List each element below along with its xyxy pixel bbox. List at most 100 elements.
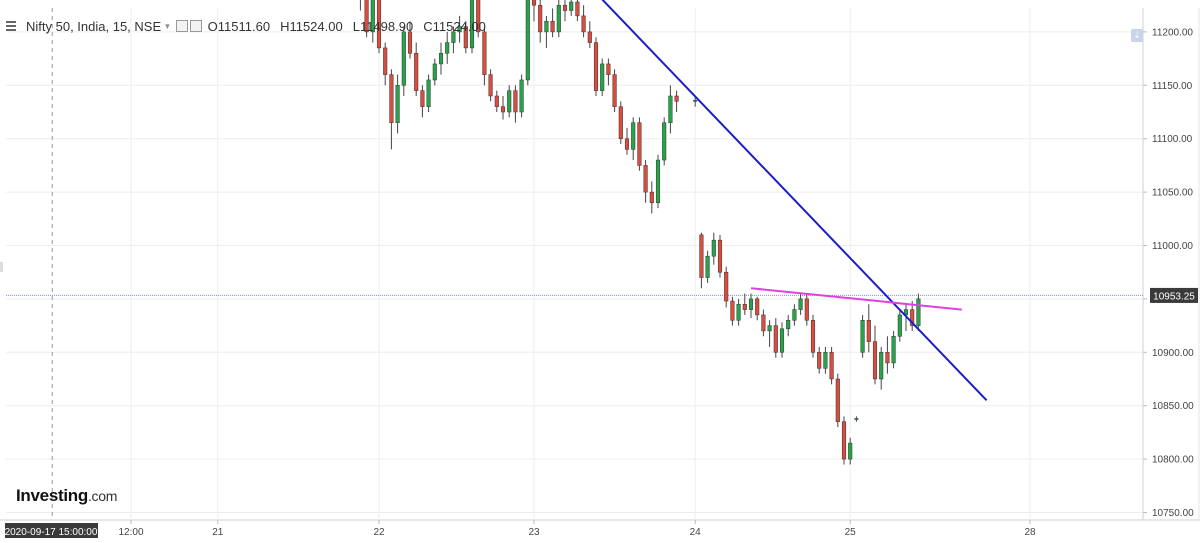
candle[interactable] bbox=[581, 5, 586, 38]
candle[interactable] bbox=[643, 160, 648, 203]
candle[interactable] bbox=[364, 0, 369, 38]
candle[interactable] bbox=[730, 296, 735, 326]
candle[interactable] bbox=[674, 90, 679, 112]
candle[interactable] bbox=[414, 42, 419, 96]
candle[interactable] bbox=[476, 0, 481, 38]
candle[interactable] bbox=[556, 0, 561, 38]
candle[interactable] bbox=[916, 293, 921, 331]
candle[interactable] bbox=[810, 314, 816, 358]
candle[interactable] bbox=[500, 95, 506, 120]
candle[interactable] bbox=[817, 346, 822, 374]
candle[interactable] bbox=[804, 293, 809, 326]
candle[interactable] bbox=[655, 154, 661, 209]
candle[interactable] bbox=[562, 0, 568, 22]
candle[interactable] bbox=[631, 117, 636, 161]
candle[interactable] bbox=[569, 0, 574, 16]
candle[interactable] bbox=[866, 304, 871, 353]
candle[interactable] bbox=[637, 117, 642, 171]
candle[interactable] bbox=[872, 325, 878, 385]
candle[interactable] bbox=[482, 26, 487, 86]
candle[interactable] bbox=[860, 314, 865, 358]
candle[interactable] bbox=[649, 181, 654, 214]
candle[interactable] bbox=[755, 296, 760, 321]
candle[interactable] bbox=[432, 58, 437, 86]
candle[interactable] bbox=[451, 26, 456, 54]
candle[interactable] bbox=[587, 21, 592, 48]
candle[interactable] bbox=[550, 8, 555, 38]
candle[interactable] bbox=[705, 250, 710, 283]
candle[interactable] bbox=[829, 346, 834, 385]
candle[interactable] bbox=[711, 232, 716, 265]
symbol-label[interactable]: Nifty 50, India, 15, NSE bbox=[26, 18, 162, 34]
candle[interactable] bbox=[606, 58, 611, 86]
candle[interactable] bbox=[662, 117, 667, 166]
candle[interactable] bbox=[463, 21, 468, 54]
candle[interactable] bbox=[593, 37, 599, 96]
candle[interactable] bbox=[401, 26, 406, 96]
candle[interactable] bbox=[507, 85, 512, 118]
candle[interactable] bbox=[761, 309, 766, 337]
settings-icon[interactable] bbox=[175, 20, 188, 32]
candle[interactable] bbox=[773, 318, 778, 358]
candle[interactable] bbox=[779, 322, 785, 358]
candle[interactable] bbox=[600, 58, 605, 96]
candle[interactable] bbox=[370, 0, 375, 43]
candle[interactable] bbox=[848, 437, 853, 465]
candle[interactable] bbox=[841, 416, 847, 465]
candle[interactable] bbox=[879, 346, 884, 390]
candle[interactable] bbox=[767, 320, 772, 347]
candle[interactable] bbox=[438, 42, 444, 75]
candle[interactable] bbox=[525, 0, 530, 86]
candle[interactable] bbox=[420, 85, 425, 118]
candle[interactable] bbox=[668, 85, 673, 134]
candle[interactable] bbox=[426, 74, 431, 112]
candle[interactable] bbox=[823, 346, 828, 374]
downtrend-line[interactable] bbox=[193, 0, 988, 402]
candle[interactable] bbox=[407, 21, 413, 59]
scroll-to-latest-button[interactable]: ⇣ bbox=[1131, 29, 1143, 42]
candle[interactable] bbox=[897, 309, 902, 342]
candle[interactable] bbox=[724, 266, 729, 308]
candle[interactable] bbox=[389, 69, 394, 150]
candle[interactable] bbox=[891, 330, 896, 369]
candle[interactable] bbox=[624, 128, 630, 155]
candle[interactable] bbox=[786, 314, 791, 337]
candle[interactable] bbox=[488, 69, 493, 102]
candle[interactable] bbox=[445, 31, 450, 64]
chart-bars-icon[interactable] bbox=[4, 19, 18, 33]
chevron-down-icon[interactable]: ▾ bbox=[165, 20, 170, 31]
candle[interactable] bbox=[792, 304, 797, 326]
candle[interactable] bbox=[575, 0, 580, 22]
candle[interactable] bbox=[736, 298, 741, 326]
compare-icon[interactable] bbox=[189, 20, 202, 32]
candle[interactable] bbox=[395, 74, 400, 134]
candle-body bbox=[699, 234, 704, 278]
candle[interactable] bbox=[612, 69, 617, 112]
price-tag-text: 10953.25 bbox=[1153, 291, 1195, 302]
candle[interactable] bbox=[742, 293, 747, 315]
candle[interactable] bbox=[376, 0, 382, 54]
candle[interactable] bbox=[717, 234, 723, 278]
neckline-line[interactable] bbox=[750, 287, 962, 311]
candle[interactable] bbox=[513, 85, 518, 123]
candle[interactable] bbox=[798, 293, 803, 315]
candle[interactable] bbox=[519, 74, 524, 118]
candle[interactable] bbox=[618, 101, 623, 145]
candle[interactable] bbox=[910, 301, 915, 331]
candle[interactable] bbox=[531, 0, 537, 22]
candle[interactable] bbox=[885, 336, 890, 374]
candle[interactable] bbox=[544, 15, 549, 48]
candle[interactable] bbox=[494, 90, 499, 112]
left-edge-handle[interactable] bbox=[0, 262, 3, 272]
candle-body bbox=[693, 100, 698, 102]
candle[interactable] bbox=[748, 293, 754, 319]
candle[interactable] bbox=[457, 15, 462, 43]
candle[interactable] bbox=[469, 0, 475, 54]
candle[interactable] bbox=[854, 416, 859, 422]
candle[interactable] bbox=[538, 0, 543, 43]
candle[interactable] bbox=[383, 42, 388, 86]
candle[interactable] bbox=[699, 232, 704, 289]
candle[interactable] bbox=[835, 373, 840, 428]
